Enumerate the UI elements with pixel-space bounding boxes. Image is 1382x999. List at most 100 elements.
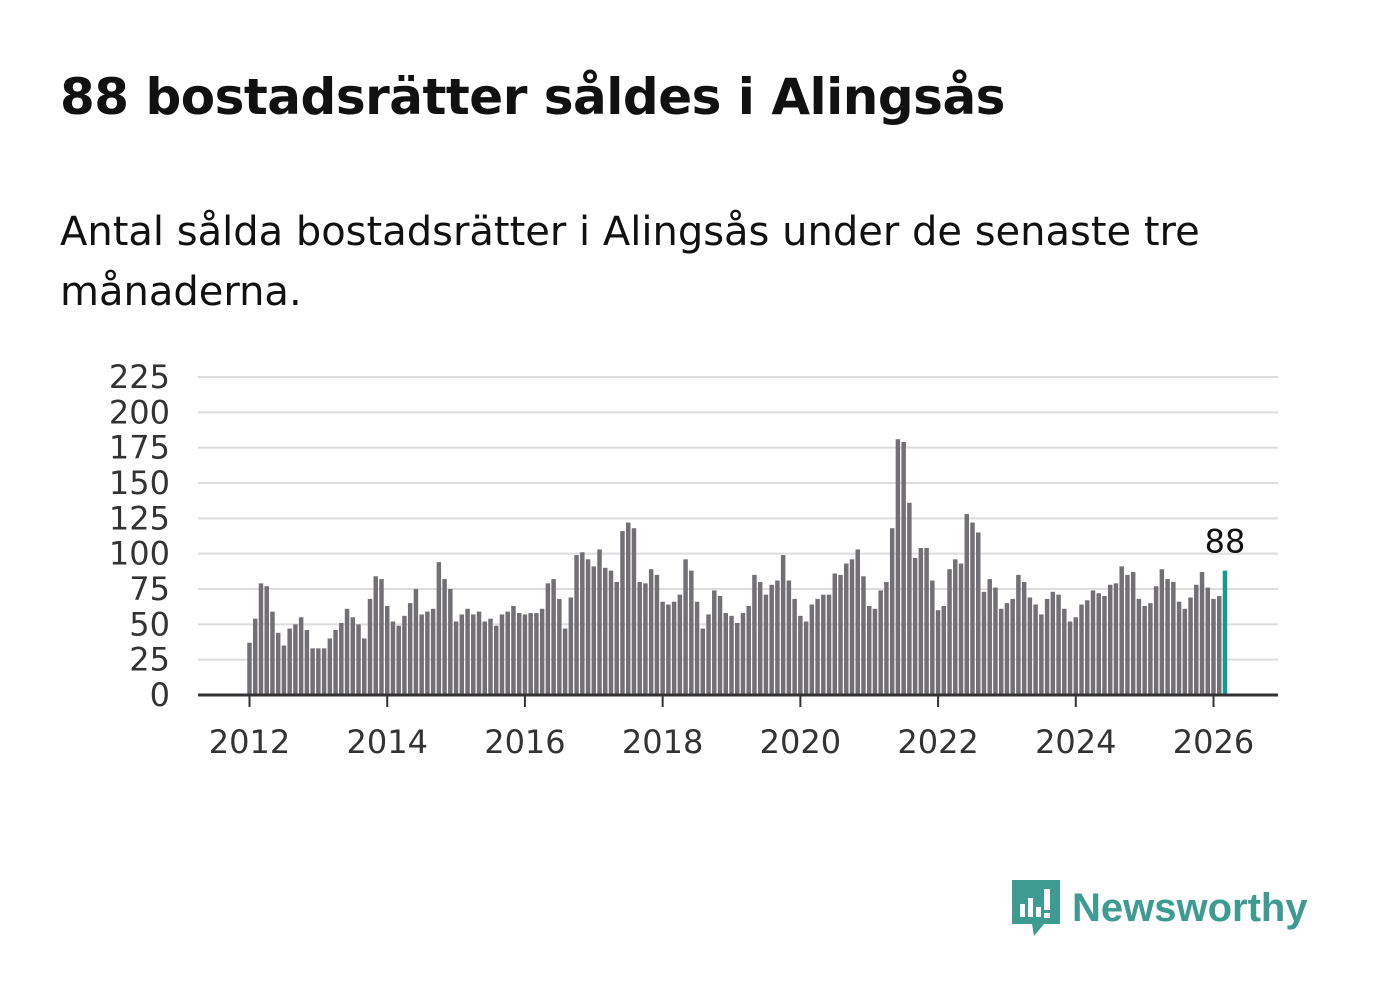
bar [608,570,614,695]
bar [654,574,660,695]
bar [941,605,947,695]
bar [562,628,568,695]
bar [625,522,631,695]
bar [339,622,344,695]
y-tick-label: 50 [129,605,170,643]
bar [333,629,338,695]
bar [482,621,487,695]
bar [935,610,941,695]
bar [465,608,470,695]
bar [958,563,964,695]
bar [740,613,746,695]
bar [1050,591,1056,695]
bar [287,628,292,695]
bar [253,618,258,695]
bar [362,638,367,695]
bar [643,583,648,695]
bar [1211,598,1216,695]
bar [350,617,356,695]
bar [838,574,843,695]
y-tick-label: 225 [109,358,170,396]
bar [987,579,992,695]
bar [637,581,642,695]
bar [1090,590,1096,695]
bar [1044,598,1050,695]
y-tick-label: 75 [129,570,170,608]
bar [413,589,419,695]
bar [516,613,522,695]
bar [677,594,683,695]
bar [964,514,969,695]
bar [631,528,637,695]
gridlines [198,376,1278,661]
bar [1085,600,1090,695]
bar [694,601,700,695]
bar [379,579,384,695]
bar [689,570,694,695]
bar [821,594,826,695]
bar [1130,572,1136,695]
bar [735,622,740,695]
bar [953,559,958,695]
x-tick-label: 2024 [1035,723,1116,761]
x-tick-label: 2020 [760,723,841,761]
bar [1033,604,1038,695]
y-tick-label: 125 [109,499,170,537]
bar [970,522,975,695]
bar [930,580,935,695]
chart-title: 88 bostadsrätter såldes i Alingsås [60,68,1005,126]
bar [889,528,895,695]
bar [597,549,602,695]
bar [998,608,1004,695]
brand-name: Newsworthy [1072,885,1308,930]
bar [534,613,539,695]
bar [539,608,545,695]
newsworthy-logo[interactable]: Newsworthy [1010,878,1308,938]
bar [1176,601,1182,695]
bars [247,439,1228,695]
bar [763,594,769,695]
bar [809,604,815,695]
bar [901,442,906,695]
bar [1021,581,1027,695]
bar [981,591,987,695]
bar [551,579,556,695]
highlight-value-label: 88 [1205,523,1246,561]
bar [528,613,533,695]
x-tick-label: 2018 [622,723,703,761]
bar [1113,583,1119,695]
x-tick-label: 2026 [1173,723,1254,761]
bar [1182,608,1188,695]
bar [471,614,476,695]
bar [1205,587,1210,695]
x-tick-label: 2022 [897,723,978,761]
bar [912,557,918,695]
bar [511,605,516,695]
bar [574,555,579,695]
bar [1165,579,1170,695]
bar [1199,572,1205,695]
bar [436,562,442,695]
bar [1159,569,1165,695]
bar [281,645,287,695]
bar [545,583,551,695]
bar [712,590,717,695]
bar [448,589,453,695]
newsworthy-logo-icon [1012,880,1060,936]
bar [568,597,574,695]
bar [918,548,924,695]
bar [1125,574,1130,695]
bar [620,531,625,695]
bar [459,614,465,695]
bar [327,638,333,695]
y-tick-label: 175 [109,429,170,467]
x-tick-label: 2014 [346,723,427,761]
x-axis-ticks: 2012 2014 2016 2018 2020 2022 2024 2026 [209,695,1254,761]
bar [603,567,608,695]
y-tick-label: 0 [150,676,170,714]
bar [1153,586,1159,695]
bar [1217,596,1222,695]
bar [878,590,883,695]
bar [757,581,763,695]
